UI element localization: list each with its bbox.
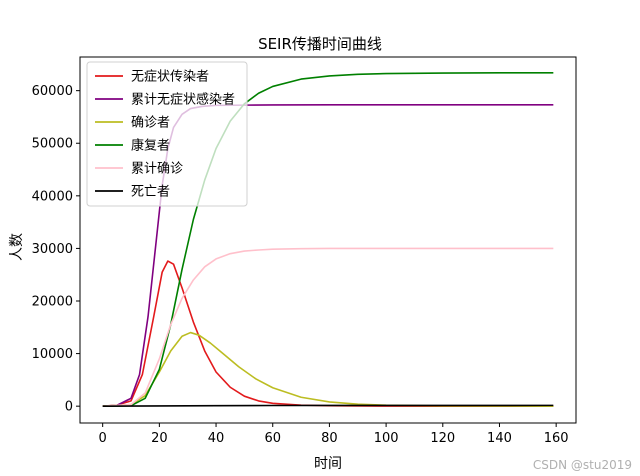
y-tick-label: 10000 [32, 347, 73, 362]
chart-title: SEIR传播时间曲线 [258, 35, 382, 53]
x-tick-label: 0 [99, 431, 107, 446]
y-tick-label: 20000 [32, 295, 73, 310]
x-tick-label: 80 [321, 431, 338, 446]
x-tick-label: 40 [208, 431, 225, 446]
legend-label-0: 无症状传染者 [131, 70, 209, 85]
x-tick-label: 60 [264, 431, 281, 446]
plot-area: 0 20 40 60 80 100 120 140 160 0 10000 20000 30000 400… [32, 56, 577, 446]
y-axis-label: 人数 [9, 233, 25, 261]
y-tick-label: 30000 [32, 242, 73, 257]
series-line-2 [102, 331, 554, 407]
series-line-4 [102, 247, 554, 407]
y-tick-label: 40000 [32, 189, 73, 204]
y-tick-label: 50000 [32, 137, 73, 152]
legend-label-4: 累计确诊 [131, 162, 183, 177]
legend-label-2: 确诊者 [131, 116, 170, 131]
plot-frame [79, 56, 577, 424]
series-line-5 [102, 404, 554, 407]
legend-label-3: 康复者 [131, 138, 170, 154]
series-line-0 [102, 260, 554, 407]
x-tick-label: 120 [430, 431, 455, 446]
x-tick-label: 100 [374, 431, 399, 446]
y-tick-label: 60000 [32, 84, 73, 99]
legend-label-5: 死亡者 [131, 185, 170, 200]
x-tick-label: 140 [487, 431, 512, 446]
series-lines [102, 71, 554, 407]
legend-label-1: 累计无症状感染者 [131, 92, 235, 108]
y-tick-label: 0 [65, 400, 73, 415]
x-tick-label: 20 [151, 431, 168, 446]
legend-box [86, 61, 248, 207]
x-axis-label: 时间 [314, 456, 342, 472]
x-tick-label: 160 [544, 431, 569, 446]
watermark: CSDN @stu2019 [532, 458, 632, 472]
